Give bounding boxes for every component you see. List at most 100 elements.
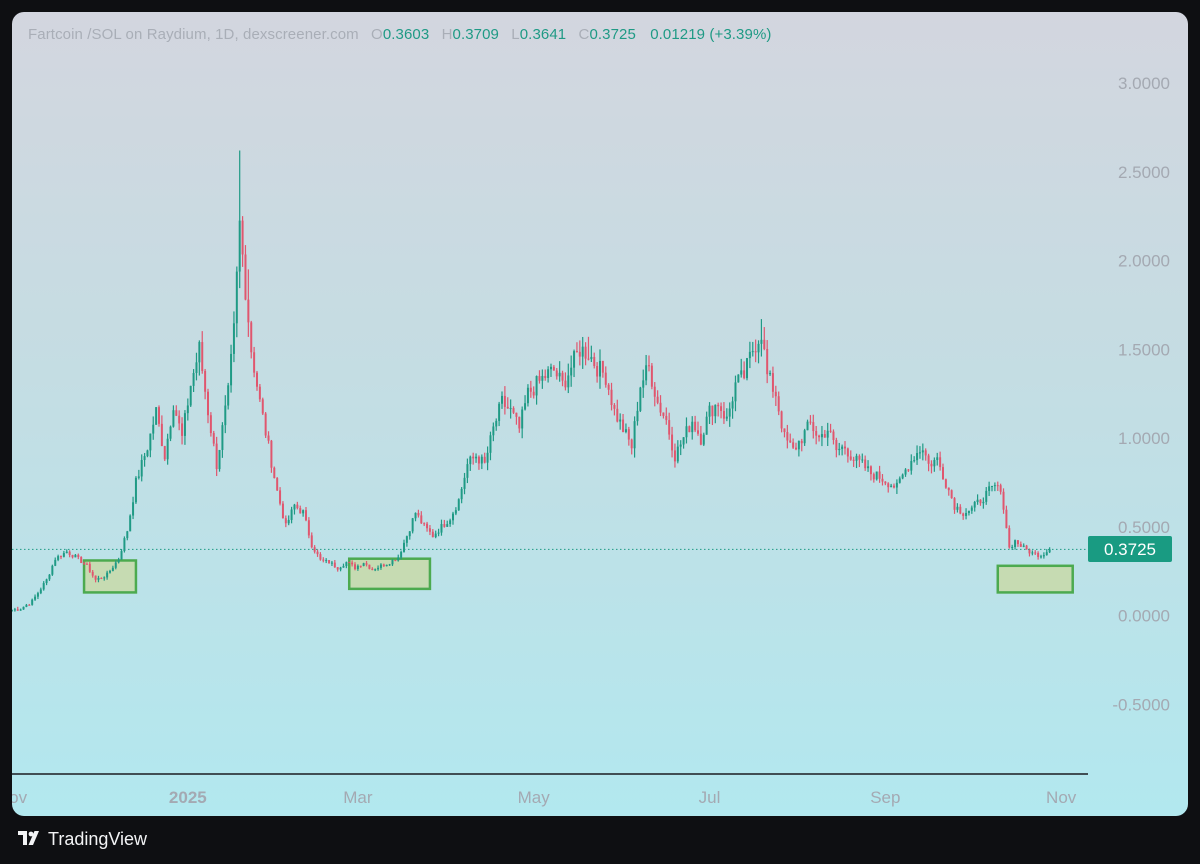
candle-body — [518, 416, 521, 429]
x-tick-label: 2025 — [169, 788, 207, 807]
candle-body — [849, 456, 852, 460]
tradingview-logo-icon[interactable] — [18, 831, 42, 847]
candle-body — [443, 524, 446, 527]
candle-body — [354, 564, 356, 570]
candle-body — [1034, 552, 1037, 554]
candle-body — [333, 562, 336, 568]
candle-body — [218, 449, 221, 470]
candle-body — [895, 482, 898, 488]
candle-body — [875, 471, 878, 480]
y-tick-label: 0.5000 — [1118, 518, 1170, 537]
candle-body — [414, 512, 417, 519]
candle-body — [368, 564, 371, 569]
candle-body — [65, 551, 68, 554]
chart-panel[interactable]: 3.0000 2.5000 2.0000 1.5000 1.0000 0.5000 0.00… — [12, 12, 1188, 816]
candle-body — [996, 485, 999, 487]
candle-body — [867, 466, 870, 469]
candle-body — [965, 512, 968, 516]
candle-body — [668, 420, 671, 435]
candle-body — [1011, 546, 1014, 548]
candle-body — [841, 446, 844, 449]
candle-body — [483, 456, 486, 463]
candle-body — [466, 464, 469, 478]
candle-body — [691, 421, 694, 433]
candle-body — [786, 432, 789, 441]
candle-body — [495, 420, 498, 427]
candle-body — [235, 271, 238, 324]
candle-body — [224, 405, 227, 426]
candle-body — [109, 570, 111, 573]
candle-body — [506, 406, 509, 409]
candle-body — [356, 565, 359, 570]
candle-body — [454, 510, 457, 514]
candle-body — [1019, 544, 1022, 547]
candle-body — [420, 515, 423, 524]
candle-body — [812, 422, 815, 432]
candle-body — [921, 450, 924, 453]
candle-body — [916, 453, 919, 461]
candle-body — [163, 446, 166, 460]
candle-body — [256, 372, 258, 387]
candle-body — [999, 485, 1002, 492]
candle-body — [94, 575, 97, 580]
candle-body — [45, 579, 48, 584]
candle-body — [777, 396, 780, 412]
candle-body — [232, 323, 235, 354]
candle-body — [160, 423, 163, 447]
candle-body — [377, 567, 380, 570]
candle-body — [650, 365, 653, 387]
candle-body — [336, 567, 339, 570]
candle-body — [463, 477, 466, 489]
candle-body — [780, 411, 783, 429]
candle-body — [861, 459, 864, 461]
candle-body — [284, 518, 287, 524]
candle-body — [183, 413, 186, 436]
candle-body — [567, 375, 570, 388]
footer: TradingView — [0, 816, 1200, 864]
x-axis: Nov 2025 Mar May Jul Sep Nov — [12, 788, 1077, 807]
price-chart[interactable]: 3.0000 2.5000 2.0000 1.5000 1.0000 0.5000 0.00… — [12, 12, 1188, 816]
candle-body — [844, 446, 846, 449]
candle-body — [169, 426, 172, 439]
candle-body — [166, 438, 169, 460]
candle-body — [267, 435, 270, 441]
candle-body — [783, 428, 786, 433]
candle-body — [593, 356, 596, 367]
candle-body — [671, 434, 674, 451]
candle-body — [665, 415, 668, 421]
candle-body — [757, 343, 760, 353]
candle-body — [57, 556, 60, 560]
candle-body — [276, 478, 279, 491]
candle-body — [869, 466, 872, 475]
tradingview-brand[interactable]: TradingView — [48, 829, 148, 849]
candle-body — [475, 456, 478, 459]
candle-body — [457, 499, 460, 511]
candle-body — [950, 490, 953, 499]
candle-body — [610, 389, 613, 406]
candle-body — [512, 408, 515, 413]
candle-body — [613, 405, 616, 409]
candle-body — [904, 469, 907, 475]
candle-body — [22, 606, 25, 610]
candle-body — [942, 467, 944, 480]
candle-body — [100, 577, 103, 579]
candle-body — [624, 429, 627, 433]
candle-body — [774, 391, 777, 397]
legend-change: 0.01219 (+3.39%) — [650, 26, 772, 43]
candle-body — [403, 542, 405, 552]
candle-body — [374, 569, 377, 571]
candle-body — [91, 571, 94, 576]
candle-body — [852, 459, 855, 461]
candle-body — [1016, 540, 1019, 545]
candle-body — [85, 563, 88, 565]
candle-body — [152, 424, 155, 434]
candle-body — [829, 430, 832, 432]
candle-body — [792, 442, 795, 448]
candle-body — [371, 568, 374, 570]
candle-body — [155, 407, 158, 425]
candle-body — [555, 370, 558, 377]
candle-body — [832, 431, 835, 440]
candle-body — [106, 572, 109, 578]
candle-body — [838, 448, 841, 451]
candle-body — [887, 483, 890, 488]
